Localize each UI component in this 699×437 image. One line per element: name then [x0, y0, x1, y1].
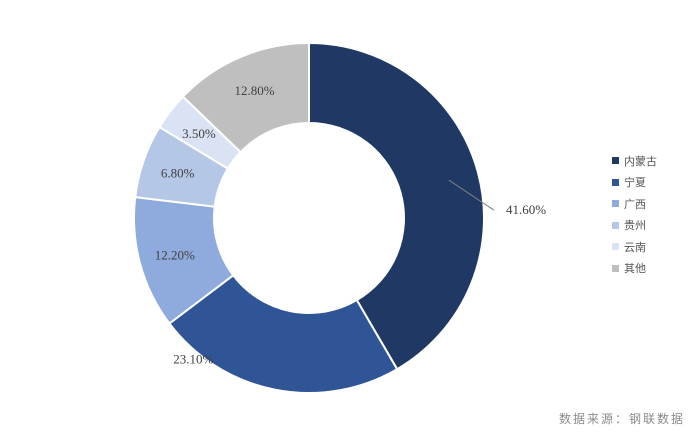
legend-swatch [612, 200, 619, 208]
legend-item-yunnan: 云南 [612, 236, 657, 258]
data-label-ningxia: 23.10% [173, 352, 213, 367]
data-label-yunnan: 3.50% [182, 126, 216, 141]
data-label-qita: 12.80% [235, 83, 275, 98]
legend-swatch [612, 264, 619, 272]
legend-label: 内蒙古 [624, 154, 657, 168]
legend-swatch [612, 221, 619, 229]
legend-item-qita: 其他 [612, 258, 657, 280]
legend-label: 云南 [624, 240, 646, 254]
legend-item-ningxia: 宁夏 [612, 172, 657, 194]
slice-neimenggu [308, 41, 485, 371]
legend-label: 广西 [624, 197, 646, 211]
leader-line-neimenggu [448, 179, 495, 211]
legend-label: 其他 [624, 262, 646, 276]
source-note: 数据来源：钢联数据 [558, 412, 685, 426]
data-label-neimenggu: 41.60% [506, 202, 546, 217]
data-label-guizhou: 6.80% [161, 166, 195, 181]
legend-item-neimenggu: 内蒙古 [612, 150, 657, 172]
slice-ningxia [167, 273, 399, 394]
legend-item-guizhou: 贵州 [612, 215, 657, 237]
legend-label: 宁夏 [624, 176, 646, 190]
legend-swatch [612, 178, 619, 186]
data-label-guangxi: 12.20% [155, 247, 195, 262]
legend-swatch [612, 157, 619, 165]
chart-legend: 内蒙古宁夏广西贵州云南其他 [612, 150, 657, 279]
legend-swatch [612, 243, 619, 251]
legend-label: 贵州 [624, 219, 646, 233]
legend-item-guangxi: 广西 [612, 193, 657, 215]
slice-qita [181, 41, 310, 154]
